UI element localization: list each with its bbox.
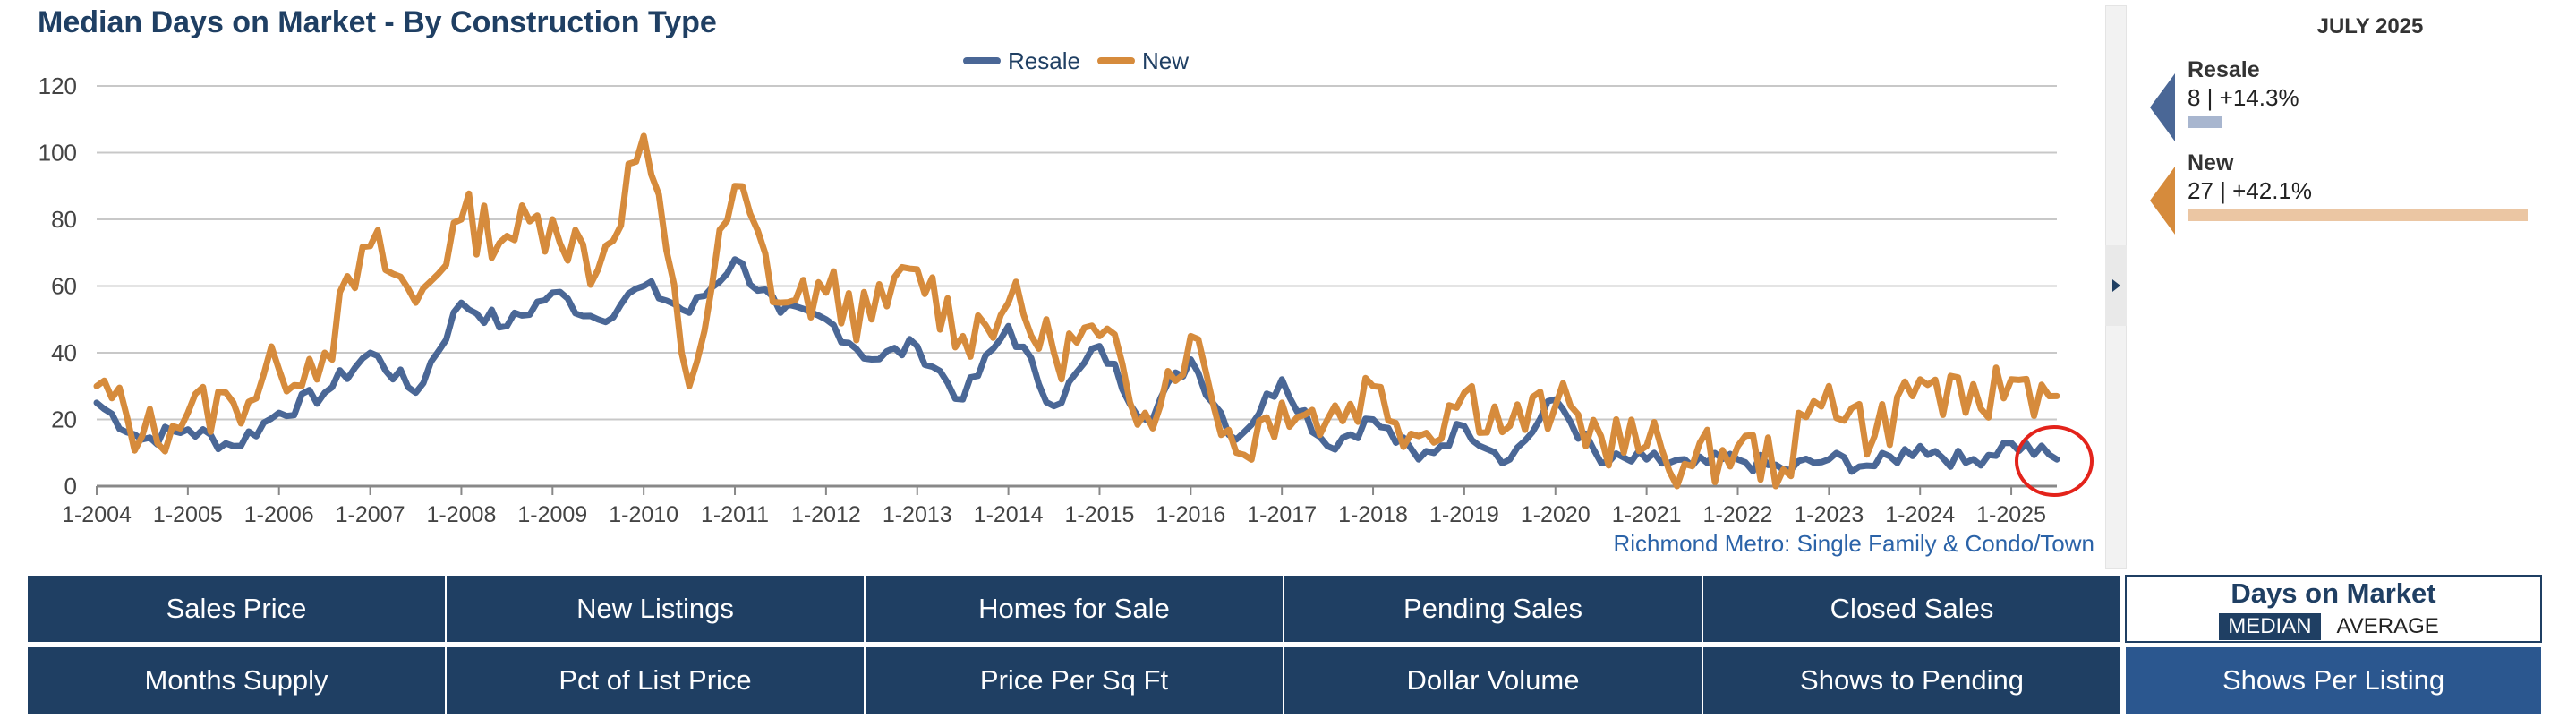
collapse-panel-toggle[interactable] <box>2105 245 2127 326</box>
chevron-right-icon <box>2112 279 2120 292</box>
x-tick-label: 1-2009 <box>517 502 587 527</box>
series-line-resale <box>93 256 2060 475</box>
x-tick-label: 1-2016 <box>1156 502 1225 527</box>
x-tick-label: 1-2005 <box>153 502 223 527</box>
summary-date: JULY 2025 <box>2316 14 2424 38</box>
y-tick-label: 60 <box>51 273 77 300</box>
tab-dollar-volume[interactable]: Dollar Volume <box>1284 646 1702 714</box>
summary-item-resale: Resale 8 | +14.3% <box>2145 57 2565 141</box>
summary-item-name: Resale <box>2188 57 2260 82</box>
region-label: Richmond Metro: Single Family & Condo/To… <box>1613 530 2094 557</box>
tab-price-per-sq-ft[interactable]: Price Per Sq Ft <box>865 646 1284 714</box>
x-tick-label: 1-2022 <box>1703 502 1773 527</box>
y-tick-label: 0 <box>64 473 77 500</box>
x-tick-label: 1-2019 <box>1429 502 1499 527</box>
summary-item-name: New <box>2188 150 2234 175</box>
toggle-median[interactable]: MEDIAN <box>2219 613 2321 640</box>
tab-pending-sales[interactable]: Pending Sales <box>1284 575 1702 643</box>
x-tick-label: 1-2020 <box>1521 502 1591 527</box>
x-tick-label: 1-2025 <box>1976 502 2046 527</box>
x-tick-label: 1-2007 <box>336 502 405 527</box>
y-tick-label: 120 <box>38 73 77 99</box>
x-tick-label: 1-2024 <box>1885 502 1955 527</box>
x-tick-label: 1-2018 <box>1338 502 1408 527</box>
y-tick-label: 20 <box>51 406 77 433</box>
chart-title: Median Days on Market - By Construction … <box>38 5 717 39</box>
x-tick-label: 1-2015 <box>1065 502 1135 527</box>
tab-pct-of-list-price[interactable]: Pct of List Price <box>446 646 865 714</box>
tab-shows-per-listing[interactable]: Shows Per Listing <box>2125 646 2542 714</box>
y-tick-label: 100 <box>38 140 77 167</box>
x-tick-label: 1-2017 <box>1247 502 1317 527</box>
x-tick-label: 1-2004 <box>62 502 132 527</box>
summary-item-bar <box>2188 209 2528 221</box>
tab-shows-to-pending[interactable]: Shows to Pending <box>1702 646 2121 714</box>
x-tick-label: 1-2008 <box>427 502 497 527</box>
new-marker-icon <box>2150 167 2175 235</box>
x-tick-label: 1-2013 <box>883 502 952 527</box>
x-tick-label: 1-2014 <box>974 502 1044 527</box>
summary-item-new: New 27 | +42.1% <box>2145 150 2565 235</box>
summary-item-bar <box>2188 116 2222 128</box>
tab-sales-price[interactable]: Sales Price <box>27 575 446 643</box>
legend-label-new: New <box>1142 47 1189 74</box>
x-tick-label: 1-2021 <box>1612 502 1682 527</box>
annotation-circle <box>2015 425 2094 497</box>
summary-panel: JULY 2025 Resale 8 | +14.3% New 27 | +42… <box>2137 0 2576 564</box>
summary-item-value: 27 | +42.1% <box>2188 177 2313 204</box>
tab-days-on-market[interactable]: Days on Market MEDIAN AVERAGE <box>2125 575 2542 643</box>
x-tick-label: 1-2011 <box>701 502 769 527</box>
summary-item-value: 8 | +14.3% <box>2188 84 2299 111</box>
tab-new-listings[interactable]: New Listings <box>446 575 865 643</box>
metric-tabs: Sales Price New Listings Homes for Sale … <box>27 575 2542 714</box>
chart-plot: 0 20 40 60 80 100 120 1-2004 1-2005 1-2006 1-2007 1… <box>38 47 2094 557</box>
series-line-new <box>93 132 2060 490</box>
tab-homes-for-sale[interactable]: Homes for Sale <box>865 575 1284 643</box>
tab-days-on-market-label: Days on Market <box>2231 577 2436 609</box>
x-tick-label: 1-2006 <box>244 502 314 527</box>
median-average-toggle: MEDIAN AVERAGE <box>2219 613 2448 640</box>
y-tick-label: 80 <box>51 206 77 233</box>
x-tick-label: 1-2023 <box>1794 502 1864 527</box>
resale-marker-icon <box>2150 73 2175 141</box>
toggle-average[interactable]: AVERAGE <box>2336 614 2439 638</box>
tab-closed-sales[interactable]: Closed Sales <box>1702 575 2121 643</box>
x-tick-label: 1-2010 <box>609 502 678 527</box>
tab-months-supply[interactable]: Months Supply <box>27 646 446 714</box>
legend-label-resale: Resale <box>1008 47 1080 74</box>
y-tick-label: 40 <box>51 339 77 366</box>
x-tick-label: 1-2012 <box>791 502 861 527</box>
